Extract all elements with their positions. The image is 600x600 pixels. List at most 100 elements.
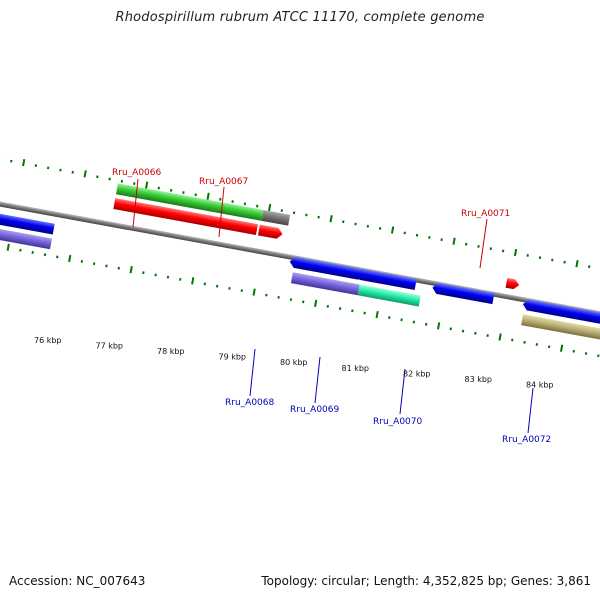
- upper-scale-tick: [206, 192, 210, 200]
- gene-label-rru-a0069[interactable]: Rru_A0069: [290, 405, 339, 415]
- cds-arrow-rru-a0069[interactable]: [355, 268, 417, 290]
- upper-scale-tick: [255, 204, 259, 208]
- feature-gray-bar[interactable]: [261, 209, 291, 226]
- cds-arrow-rru-a0068[interactable]: [289, 256, 361, 280]
- lower-scale-tick: [437, 322, 441, 330]
- accession-text: Accession: NC_007643: [9, 574, 146, 588]
- upper-scale-tick: [428, 236, 431, 239]
- gene-label-rru-a0067[interactable]: Rru_A0067: [199, 177, 248, 187]
- lower-scale-tick: [461, 329, 465, 333]
- upper-scale-tick: [526, 254, 529, 257]
- lower-scale-tick: [265, 293, 268, 297]
- cds-arrow-rru-a0070[interactable]: [431, 282, 495, 305]
- feature-green-bar[interactable]: [116, 183, 264, 221]
- upper-scale-tick: [563, 260, 566, 264]
- upper-scale-tick: [10, 159, 13, 163]
- lower-scale-tick: [363, 311, 366, 315]
- genome-summary-text: Topology: circular; Length: 4,352,825 bp…: [261, 574, 591, 588]
- upper-scale-tick: [133, 182, 136, 185]
- upper-scale-tick: [108, 177, 111, 181]
- upper-scale-tick: [120, 179, 124, 183]
- lower-scale-tick: [92, 262, 96, 266]
- upper-scale-tick: [305, 213, 308, 217]
- cds-arrow-left-partial[interactable]: [0, 204, 55, 235]
- lower-scale-tick: [326, 304, 330, 308]
- feature-teal-rru-a0069[interactable]: [357, 284, 421, 307]
- feature-khaki-rru-a0072[interactable]: [521, 314, 600, 350]
- lower-scale-tick: [351, 309, 354, 313]
- upper-scale-tick: [513, 248, 518, 257]
- lower-scale-tick: [215, 284, 219, 288]
- lower-scale-tick: [191, 277, 195, 285]
- lower-scale-tick: [19, 248, 22, 252]
- lower-scale-tick: [203, 282, 207, 286]
- lower-scale-tick: [43, 253, 47, 257]
- lower-scale-tick: [449, 327, 452, 331]
- lower-scale-tick: [572, 349, 575, 353]
- upper-scale-tick: [157, 186, 161, 190]
- lower-scale-tick: [412, 320, 416, 324]
- upper-scale-tick: [96, 175, 99, 179]
- upper-scale: [0, 157, 591, 269]
- upper-scale-tick: [342, 220, 345, 224]
- scale-label: 77 kbp: [96, 342, 124, 351]
- upper-scale-tick: [280, 209, 283, 212]
- upper-scale-tick: [145, 181, 149, 189]
- gene-label-rru-a0070[interactable]: Rru_A0070: [373, 417, 422, 427]
- reverse-features: [0, 204, 600, 350]
- upper-scale-tick: [354, 222, 357, 226]
- feature-purple-left-partial[interactable]: [0, 219, 53, 250]
- lower-scale-tick: [511, 338, 514, 342]
- map-title: Rhodospirillum rubrum ATCC 11170, comple…: [115, 10, 485, 25]
- upper-scale-tick: [219, 197, 222, 201]
- lower-scale-tick: [31, 251, 34, 254]
- upper-scale-tick: [46, 166, 50, 170]
- lower-scale-tick: [400, 318, 403, 322]
- upper-scale-tick: [465, 242, 468, 246]
- upper-scale-tick: [34, 164, 38, 168]
- upper-scale-tick: [403, 231, 406, 235]
- lower-scale-tick: [154, 273, 157, 277]
- upper-scale-tick: [587, 265, 591, 269]
- lower-scale-tick: [289, 298, 293, 302]
- lower-scale-tick: [117, 266, 120, 270]
- upper-scale-tick: [378, 227, 382, 230]
- lower-scale-tick: [375, 310, 379, 319]
- lower-scale-tick: [302, 300, 305, 304]
- gene-label-rru-a0071[interactable]: Rru_A0071: [461, 209, 510, 219]
- lower-scale-tick: [179, 277, 182, 281]
- upper-scale-tick: [415, 233, 419, 237]
- lower-scale-tick: [166, 275, 170, 279]
- cds-arrow-rru-a0067[interactable]: [257, 224, 284, 240]
- lower-scale-tick: [584, 352, 588, 355]
- gene-label-rru-a0066[interactable]: Rru_A0066: [112, 168, 161, 178]
- lower-scale-tick: [388, 316, 391, 319]
- cds-arrow-rru-a0072[interactable]: [522, 299, 600, 335]
- lower-scale: [6, 243, 600, 358]
- scale-label: 79 kbp: [219, 353, 247, 362]
- scale-label: 84 kbp: [526, 380, 554, 389]
- lower-scale-tick: [498, 333, 502, 341]
- upper-scale-tick: [489, 247, 493, 251]
- feature-purple-rru-a0068[interactable]: [290, 272, 360, 296]
- gene-label-rru-a0072[interactable]: Rru_A0072: [502, 435, 551, 445]
- gene-label-rru-a0068[interactable]: Rru_A0068: [225, 398, 274, 408]
- upper-scale-tick: [169, 188, 173, 192]
- map-track: [0, 157, 600, 358]
- upper-scale-tick: [22, 158, 26, 167]
- cds-arrow-rru-a0071[interactable]: [505, 277, 521, 290]
- gene-callouts: Rru_A0066 Rru_A0067 Rru_A0071 Rru_A0068 …: [112, 168, 551, 445]
- lower-scale-tick: [523, 340, 526, 344]
- upper-scale-tick: [59, 168, 62, 172]
- upper-scale-tick: [243, 202, 247, 206]
- scale-label: 80 kbp: [280, 358, 308, 367]
- lower-scale-tick: [535, 343, 539, 346]
- lower-scale-tick: [597, 354, 600, 358]
- cds-arrow-rru-a0066[interactable]: [113, 198, 258, 236]
- upper-scale-tick: [83, 170, 87, 178]
- scale-label: 82 kbp: [403, 369, 431, 378]
- upper-scale-tick: [268, 203, 272, 212]
- lower-scale-tick: [105, 264, 108, 268]
- scale-label: 83 kbp: [465, 375, 493, 384]
